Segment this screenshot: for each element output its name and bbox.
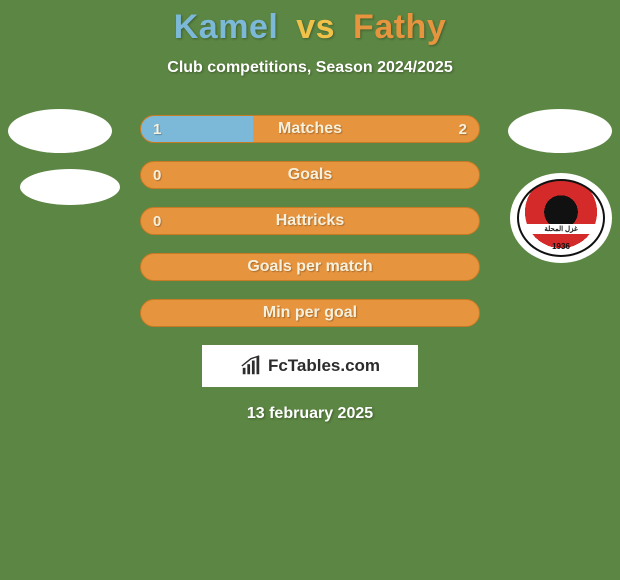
stat-left-value: 0 [153,167,161,184]
comparison-area: غزل المحلة 1936 Matches12Goals0Hattricks… [0,115,620,327]
stat-row-hattricks: Hattricks0 [140,207,480,235]
fctables-watermark: FcTables.com [202,345,418,387]
club-badge-text: غزل المحلة [524,224,598,234]
player1-name: Kamel [174,8,279,46]
stat-label: Goals [141,166,479,184]
club-badge-shield: غزل المحلة 1936 [517,179,605,257]
stat-label: Min per goal [141,304,479,322]
player1-club-placeholder [20,169,120,205]
comparison-title: Kamel vs Fathy [0,0,620,47]
player1-photo-placeholder [8,109,112,153]
comparison-date: 13 february 2025 [0,405,620,423]
stat-right-value: 2 [459,121,467,138]
subtitle-text: Club competitions, Season 2024/2025 [0,59,620,77]
stat-row-goals: Goals0 [140,161,480,189]
stat-left-value: 0 [153,213,161,230]
stat-bars-container: Matches12Goals0Hattricks0Goals per match… [140,115,480,327]
stat-row-min-per-goal: Min per goal [140,299,480,327]
stat-row-matches: Matches1 2 [140,115,480,143]
stat-label: Matches [141,120,479,138]
player2-club-badge: غزل المحلة 1936 [510,173,612,263]
fctables-label: FcTables.com [268,356,380,376]
player2-photo-placeholder [508,109,612,153]
stat-left-value: 1 [153,121,161,138]
stat-label: Hattricks [141,212,479,230]
player2-name: Fathy [353,8,446,46]
vs-text: vs [296,8,335,46]
club-badge-year: 1936 [519,242,603,251]
stat-label: Goals per match [141,258,479,276]
chart-icon [240,355,262,377]
stat-row-goals-per-match: Goals per match [140,253,480,281]
